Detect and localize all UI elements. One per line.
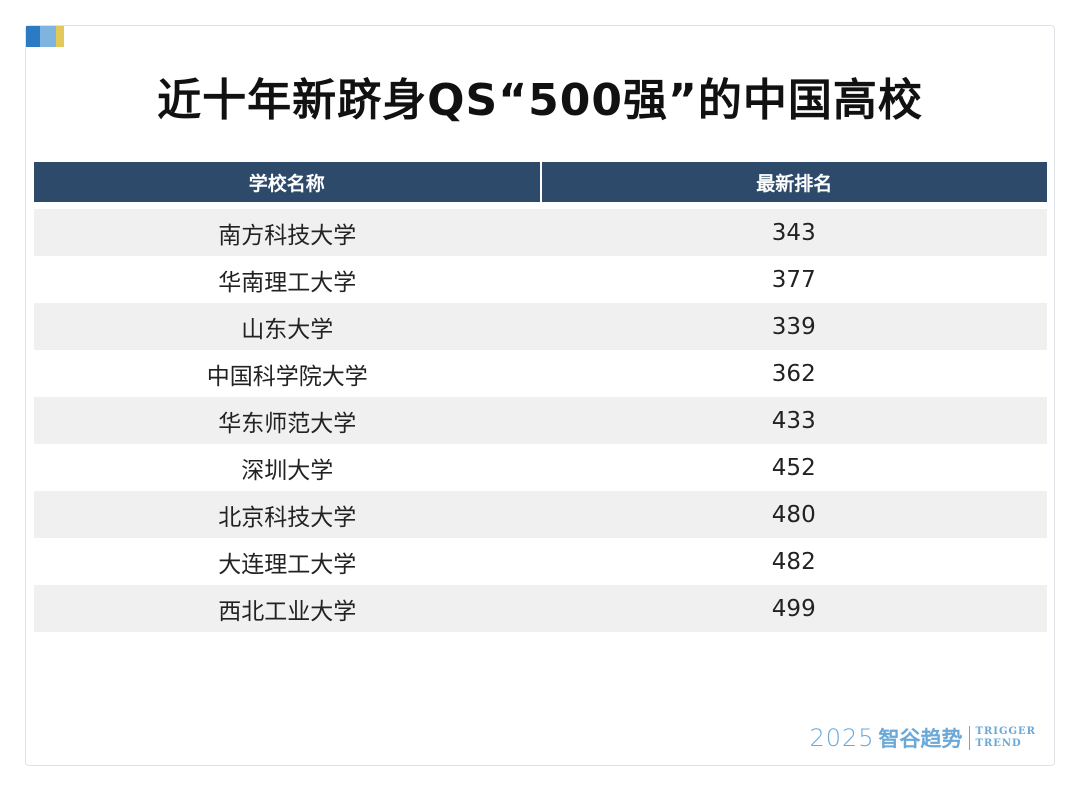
table-row: 华南理工大学 377 [34, 256, 1047, 303]
table-row: 西北工业大学 499 [34, 585, 1047, 632]
logo-brand-en: TRIGGER TREND [976, 726, 1036, 750]
accent-bar-light [40, 26, 56, 47]
accent-bar-dark [26, 26, 40, 47]
school-name-cell: 华南理工大学 [218, 269, 357, 296]
school-name-cell: 南方科技大学 [34, 209, 541, 256]
infographic-card: 近十年新跻身QS“500强”的中国高校 学校名称 最新排名 南方科技大学 343 华… [25, 25, 1055, 766]
rank-cell: 339 [540, 303, 1047, 350]
table-row: 华东师范大学 433 [34, 397, 1047, 444]
logo-year: 2025 [809, 724, 875, 752]
rank-cell: 482 [771, 548, 816, 575]
logo-brand-en-line1: TRIGGER [975, 726, 1036, 737]
ranking-table: 学校名称 最新排名 南方科技大学 343 华南理工大学 377 山东大学 339 中国科学院… [34, 162, 1047, 632]
school-name-cell: 北京科技大学 [34, 491, 541, 538]
rank-cell: 499 [540, 585, 1047, 632]
rank-cell: 343 [540, 209, 1047, 256]
logo-divider [968, 726, 970, 750]
school-name-cell: 大连理工大学 [218, 551, 357, 578]
logo-brand-en-line2: TREND [975, 738, 1022, 749]
accent-bar-yellow [56, 26, 64, 47]
school-name-cell: 中国科学院大学 [206, 363, 368, 390]
table-spacer [34, 202, 1047, 209]
rank-cell: 377 [771, 266, 816, 293]
school-name-cell: 山东大学 [34, 303, 541, 350]
school-name-cell: 深圳大学 [241, 457, 334, 484]
brand-logo: 2025 智谷趋势 TRIGGER TREND [809, 723, 1036, 753]
rank-cell: 362 [771, 360, 816, 387]
school-name-cell: 华东师范大学 [34, 397, 541, 444]
table-row: 北京科技大学 480 [34, 491, 1047, 538]
rank-cell: 480 [540, 491, 1047, 538]
column-header-rank: 最新排名 [540, 162, 1047, 202]
rank-cell: 433 [540, 397, 1047, 444]
table-header-row: 学校名称 最新排名 [34, 162, 1047, 202]
logo-brand-cn: 智谷趋势 [878, 726, 963, 751]
table-row: 深圳大学 452 [34, 444, 1047, 491]
column-header-school: 学校名称 [34, 162, 542, 202]
school-name-cell: 西北工业大学 [34, 585, 541, 632]
table-row: 南方科技大学 343 [34, 209, 1047, 256]
page-title: 近十年新跻身QS“500强”的中国高校 [157, 75, 923, 126]
table-row: 山东大学 339 [34, 303, 1047, 350]
corner-accent [26, 26, 64, 47]
rank-cell: 452 [771, 454, 816, 481]
table-body: 南方科技大学 343 华南理工大学 377 山东大学 339 中国科学院大学 362 华东师范大… [34, 202, 1047, 632]
table-row: 大连理工大学 482 [34, 538, 1047, 585]
table-row: 中国科学院大学 362 [34, 350, 1047, 397]
